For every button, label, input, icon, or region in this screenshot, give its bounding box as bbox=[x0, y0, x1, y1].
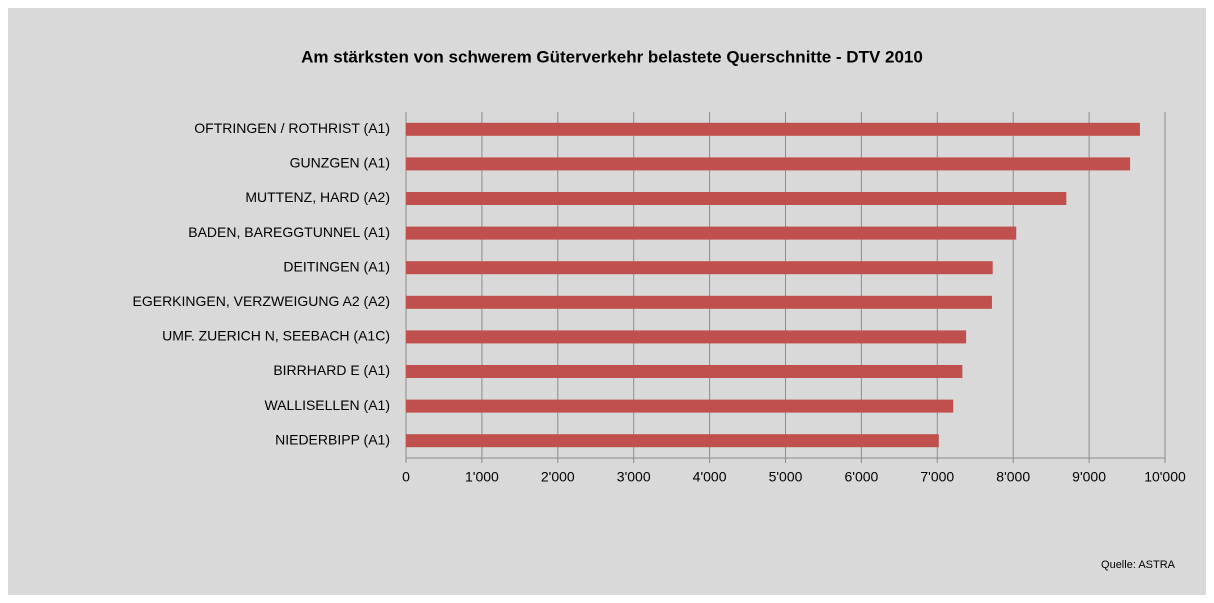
bar bbox=[406, 226, 1017, 240]
x-tick-label: 8'000 bbox=[996, 469, 1030, 485]
y-tick-label: GUNZGEN (A1) bbox=[290, 155, 390, 171]
x-tick-label: 0 bbox=[402, 469, 410, 485]
source-note: Quelle: ASTRA bbox=[1101, 559, 1176, 571]
x-tick-label: 1'000 bbox=[465, 469, 499, 485]
y-tick-label: BIRRHARD E (A1) bbox=[273, 362, 390, 378]
x-tick-label: 5'000 bbox=[769, 469, 803, 485]
y-tick-label: MUTTENZ, HARD (A2) bbox=[245, 189, 390, 205]
y-tick-label: EGERKINGEN, VERZWEIGUNG A2 (A2) bbox=[133, 293, 391, 309]
x-tick-label: 9'000 bbox=[1072, 469, 1106, 485]
y-tick-label: OFTRINGEN / ROTHRIST (A1) bbox=[194, 120, 390, 136]
bar bbox=[406, 330, 967, 344]
bar bbox=[406, 261, 993, 275]
bar bbox=[406, 122, 1140, 136]
chart-title: Am stärksten von schwerem Güterverkehr b… bbox=[301, 47, 923, 66]
y-tick-label: UMF. ZUERICH N, SEEBACH (A1C) bbox=[162, 328, 390, 344]
bar bbox=[406, 192, 1067, 205]
bar bbox=[406, 399, 954, 413]
bar bbox=[406, 365, 963, 378]
bar bbox=[406, 295, 992, 309]
x-tick-label: 7'000 bbox=[920, 469, 954, 485]
bar bbox=[406, 434, 939, 448]
x-tick-label: 10'000 bbox=[1144, 469, 1186, 485]
x-tick-label: 2'000 bbox=[541, 469, 575, 485]
y-tick-label: DEITINGEN (A1) bbox=[283, 258, 390, 274]
x-tick-label: 3'000 bbox=[617, 469, 651, 485]
y-tick-label: WALLISELLEN (A1) bbox=[264, 397, 390, 413]
y-tick-label: NIEDERBIPP (A1) bbox=[275, 431, 390, 447]
x-tick-label: 4'000 bbox=[693, 469, 727, 485]
y-tick-label: BADEN, BAREGGTUNNEL (A1) bbox=[188, 224, 390, 240]
bar bbox=[406, 157, 1131, 171]
x-tick-label: 6'000 bbox=[844, 469, 878, 485]
